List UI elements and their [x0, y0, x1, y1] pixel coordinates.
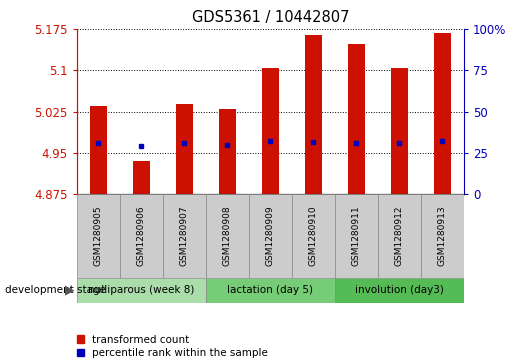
Text: GSM1280907: GSM1280907 — [180, 205, 189, 266]
Text: ▶: ▶ — [65, 284, 74, 297]
Bar — [77, 278, 206, 303]
Text: GSM1280912: GSM1280912 — [395, 206, 404, 266]
Legend: transformed count, percentile rank within the sample: transformed count, percentile rank withi… — [77, 335, 268, 358]
Bar — [219, 109, 236, 194]
Bar — [206, 278, 335, 303]
Bar — [249, 194, 292, 278]
Text: lactation (day 5): lactation (day 5) — [227, 285, 313, 295]
Bar — [292, 194, 335, 278]
Text: GSM1280910: GSM1280910 — [309, 205, 318, 266]
Bar — [335, 194, 378, 278]
Bar — [77, 194, 120, 278]
Bar — [348, 44, 365, 194]
Bar — [391, 68, 408, 194]
Text: development stage: development stage — [5, 285, 107, 295]
Bar — [421, 194, 464, 278]
Text: GSM1280909: GSM1280909 — [266, 205, 275, 266]
Text: GSM1280908: GSM1280908 — [223, 205, 232, 266]
Text: involution (day3): involution (day3) — [355, 285, 444, 295]
Bar — [176, 105, 193, 194]
Bar — [120, 194, 163, 278]
Bar — [262, 68, 279, 194]
Bar — [378, 194, 421, 278]
Bar — [90, 106, 107, 194]
Text: GSM1280911: GSM1280911 — [352, 205, 361, 266]
Text: GSM1280913: GSM1280913 — [438, 205, 447, 266]
Text: GSM1280906: GSM1280906 — [137, 205, 146, 266]
Bar — [335, 278, 464, 303]
Bar — [132, 161, 150, 194]
Bar — [305, 34, 322, 194]
Bar — [434, 33, 451, 194]
Text: GSM1280905: GSM1280905 — [94, 205, 103, 266]
Bar — [163, 194, 206, 278]
Text: nulliparous (week 8): nulliparous (week 8) — [88, 285, 195, 295]
Title: GDS5361 / 10442807: GDS5361 / 10442807 — [191, 10, 349, 25]
Bar — [206, 194, 249, 278]
